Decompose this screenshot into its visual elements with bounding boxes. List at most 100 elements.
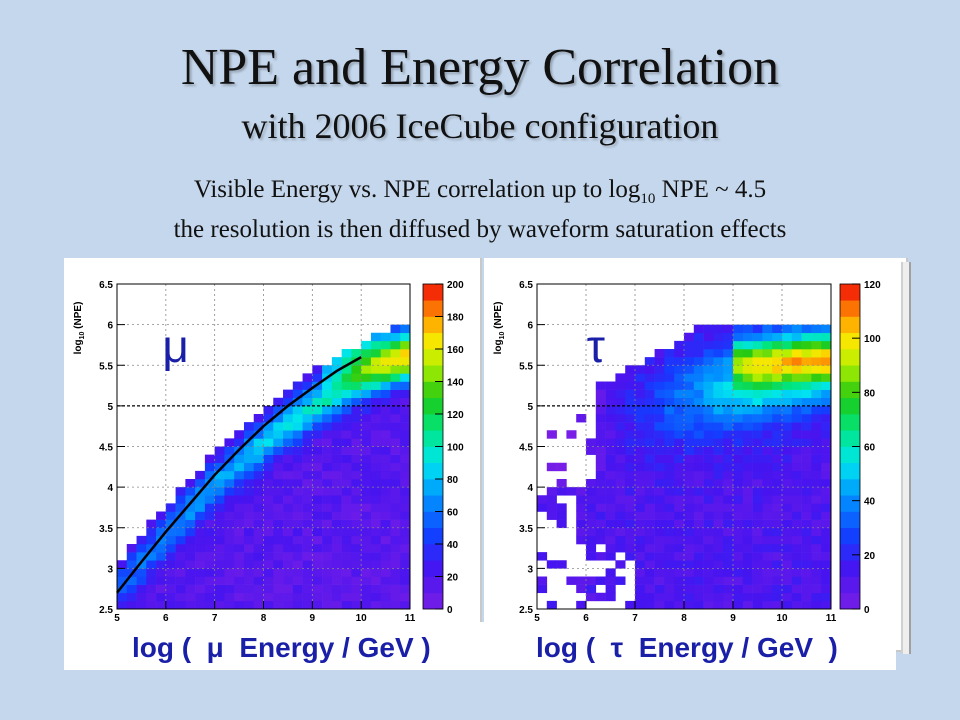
- heatmap-cell: [703, 527, 714, 537]
- heatmap-cell: [791, 535, 802, 545]
- heatmap-cell: [693, 487, 704, 496]
- heatmap-cell: [400, 365, 411, 374]
- colorbar-segment: [423, 462, 443, 480]
- heatmap-cell: [361, 470, 372, 480]
- heatmap-cell: [224, 503, 235, 512]
- heatmap-cell: [664, 414, 675, 423]
- heatmap-cell: [322, 552, 333, 561]
- heatmap-cell: [635, 568, 646, 577]
- heatmap-cell: [625, 503, 636, 512]
- heatmap-cell: [733, 600, 744, 610]
- colorbar-segment: [840, 316, 860, 334]
- heatmap-cell: [380, 381, 391, 390]
- heatmap-cell: [723, 397, 734, 407]
- x-tick-label: 8: [681, 613, 687, 624]
- heatmap-cell: [156, 511, 167, 520]
- heatmap-cell: [400, 462, 411, 472]
- heatmap-cell: [742, 527, 753, 537]
- heatmap-cell: [380, 438, 391, 447]
- heatmap-cell: [263, 495, 274, 504]
- heatmap-cell: [644, 495, 655, 504]
- heatmap-cell: [234, 511, 245, 520]
- heatmap-cell: [772, 495, 783, 504]
- heatmap-cell: [635, 397, 646, 407]
- heatmap-cell: [782, 503, 793, 512]
- heatmap-cell: [605, 544, 616, 553]
- heatmap-cell: [782, 519, 793, 529]
- y-tick-label: 6: [107, 321, 113, 332]
- heatmap-cell: [146, 527, 157, 537]
- heatmap-cell: [576, 535, 587, 545]
- heatmap-cell: [117, 568, 128, 577]
- heatmap-cell: [801, 592, 812, 602]
- heatmap-cell: [556, 519, 567, 529]
- heatmap-cell: [351, 544, 362, 553]
- heatmap-cell: [684, 535, 695, 545]
- heatmap-cell: [292, 600, 303, 610]
- heatmap-cell: [821, 405, 832, 415]
- heatmap-cell: [674, 397, 685, 407]
- heatmap-cell: [635, 479, 646, 488]
- heatmap-cell: [821, 503, 832, 512]
- heatmap-cell: [635, 373, 646, 382]
- heatmap-cell: [605, 389, 616, 399]
- heatmap-cell: [214, 552, 225, 561]
- heatmap-cell: [801, 340, 812, 350]
- heatmap-cell: [126, 584, 137, 594]
- heatmap-cell: [654, 568, 665, 577]
- heatmap-cell: [684, 560, 695, 569]
- heatmap-cell: [644, 470, 655, 480]
- heatmap-cell: [801, 365, 812, 374]
- heatmap-cell: [811, 487, 822, 496]
- heatmap-cell: [595, 479, 606, 488]
- heatmap-cell: [380, 560, 391, 569]
- heatmap-cell: [185, 511, 196, 520]
- heatmap-cell: [341, 600, 352, 610]
- heatmap-cell: [595, 414, 606, 423]
- colorbar-segment: [423, 381, 443, 399]
- heatmap-cell: [292, 487, 303, 496]
- heatmap-cell: [801, 373, 812, 382]
- heatmap-cell: [693, 503, 704, 512]
- heatmap-cell: [185, 576, 196, 585]
- heatmap-cell: [625, 470, 636, 480]
- heatmap-cell: [253, 422, 264, 431]
- heatmap-cell: [156, 584, 167, 594]
- y-tick-label: 4.5: [99, 443, 113, 454]
- heatmap-cell: [204, 470, 215, 480]
- y-tick-label: 4.5: [519, 443, 533, 454]
- heatmap-cell: [801, 535, 812, 545]
- heatmap-cell: [566, 576, 577, 585]
- heatmap-cell: [713, 422, 724, 431]
- heatmap-cell: [400, 446, 411, 455]
- heatmap-cell: [400, 576, 411, 585]
- heatmap-cell: [615, 454, 626, 464]
- colorbar-segment: [423, 495, 443, 512]
- heatmap-cell: [791, 405, 802, 415]
- heatmap-cell: [733, 544, 744, 553]
- heatmap-cell: [772, 438, 783, 447]
- heatmap-cell: [322, 560, 333, 569]
- heatmap-cell: [782, 422, 793, 431]
- heatmap-cell: [185, 487, 196, 496]
- heatmap-cell: [243, 584, 255, 594]
- heatmap-cell: [762, 332, 773, 342]
- y-tick-label: 4: [107, 483, 113, 494]
- heatmap-cell: [733, 552, 744, 561]
- heatmap-cell: [625, 462, 636, 472]
- heatmap-cell: [654, 381, 665, 390]
- heatmap-cell: [341, 519, 352, 529]
- heatmap-cell: [635, 527, 646, 537]
- heatmap-cell: [361, 365, 372, 374]
- heatmap-cell: [772, 511, 783, 520]
- heatmap-cell: [380, 422, 391, 431]
- heatmap-cell: [772, 552, 783, 561]
- heatmap-cell: [733, 470, 744, 480]
- heatmap-cell: [733, 446, 744, 455]
- heatmap-cell: [331, 600, 342, 610]
- heatmap-cell: [322, 446, 333, 455]
- heatmap-cell: [801, 332, 812, 342]
- heatmap-cell: [214, 519, 225, 529]
- y-tick-label: 3.5: [99, 524, 113, 535]
- heatmap-cell: [283, 495, 294, 504]
